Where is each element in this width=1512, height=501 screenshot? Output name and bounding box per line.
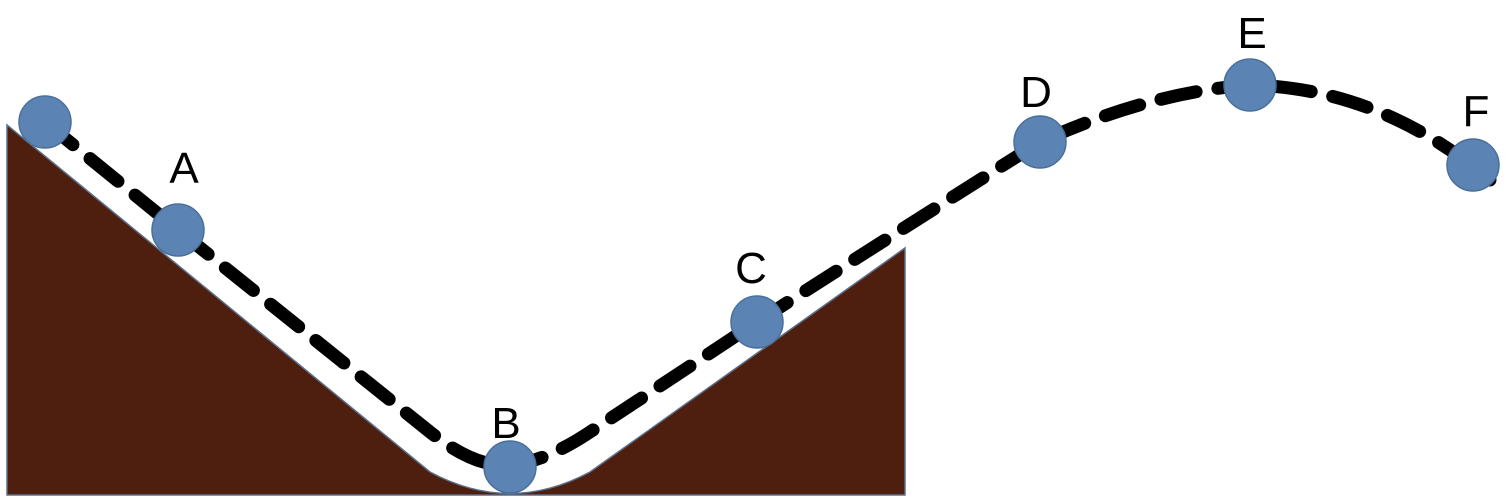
ball-c	[730, 295, 784, 349]
ball-start	[18, 95, 72, 149]
ball-e	[1223, 58, 1277, 112]
label-e: E	[1237, 9, 1266, 58]
ground-hill	[6, 123, 906, 496]
ball-f	[1446, 138, 1500, 192]
ball-a	[151, 203, 205, 257]
label-f: F	[1463, 87, 1490, 136]
ball-b	[483, 440, 537, 494]
label-a: A	[169, 144, 199, 193]
label-c: C	[735, 244, 767, 293]
label-d: D	[1020, 68, 1052, 117]
ball-d	[1013, 115, 1067, 169]
label-b: B	[491, 399, 520, 448]
